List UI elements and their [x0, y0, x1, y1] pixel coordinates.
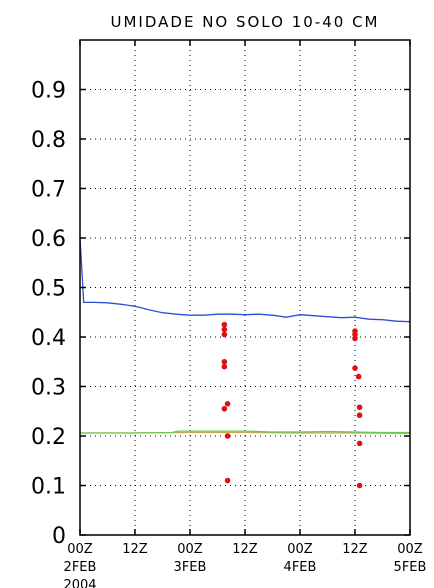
- scatter-point: [356, 440, 363, 447]
- y-axis: 0 0.1 0.2 0.3 0.4 0.5 0.6 0.7 0.8 0.9: [31, 79, 410, 549]
- scatter-point: [352, 331, 358, 338]
- x-date-label: 5FEB: [394, 560, 427, 575]
- scatter-point: [221, 326, 228, 333]
- y-tick-label: 0.8: [31, 128, 66, 153]
- scatter-point: [221, 358, 228, 365]
- y-tick-label: 0.2: [31, 425, 66, 450]
- y-tick-label: 0.3: [31, 376, 66, 401]
- series-line-2: [80, 430, 410, 434]
- scatter-point: [224, 433, 231, 439]
- x-tick-label: 00Z: [287, 542, 313, 557]
- scatter-point: [352, 335, 358, 342]
- y-tick-label: 0.5: [31, 277, 66, 302]
- x-tick-label: 12Z: [122, 542, 148, 557]
- x-date-label: 2FEB: [64, 560, 97, 575]
- scatter-point: [356, 404, 363, 411]
- scatter-point: [356, 412, 363, 419]
- scatter-points: [221, 321, 363, 489]
- x-tick-label: 00Z: [67, 542, 93, 557]
- series-line-0: [79, 237, 411, 323]
- y-tick-label: 0.6: [31, 227, 66, 252]
- y-tick-label: 0.9: [31, 79, 66, 104]
- scatter-point: [355, 373, 362, 380]
- x-axis: 00Z 2FEB 12Z 00Z 3FEB 12Z 00Z 4FEB 12Z 00Z 5FEB 200…: [63, 40, 426, 588]
- y-tick-label: 0.7: [31, 178, 66, 203]
- x-year-label: 2004: [63, 578, 96, 588]
- y-tick-label: 0.1: [31, 475, 66, 500]
- x-date-label: 3FEB: [174, 560, 207, 575]
- scatter-point: [224, 477, 231, 484]
- chart-title: UMIDADE NO SOLO 10-40 CM: [111, 13, 380, 31]
- grid: [80, 40, 410, 535]
- scatter-point: [221, 331, 228, 338]
- scatter-point: [221, 321, 228, 328]
- scatter-point: [224, 401, 231, 407]
- y-tick-label: 0.4: [31, 326, 66, 351]
- x-tick-label: 00Z: [177, 542, 203, 557]
- x-tick-label: 12Z: [342, 542, 368, 557]
- x-tick-label: 00Z: [397, 542, 423, 557]
- x-date-label: 4FEB: [284, 560, 317, 575]
- data-series: [79, 237, 411, 435]
- scatter-point: [352, 365, 358, 371]
- y-tick-label: 0: [52, 524, 66, 549]
- x-tick-label: 12Z: [232, 542, 258, 557]
- scatter-point: [221, 363, 228, 370]
- scatter-point: [221, 405, 228, 412]
- scatter-point: [356, 482, 363, 489]
